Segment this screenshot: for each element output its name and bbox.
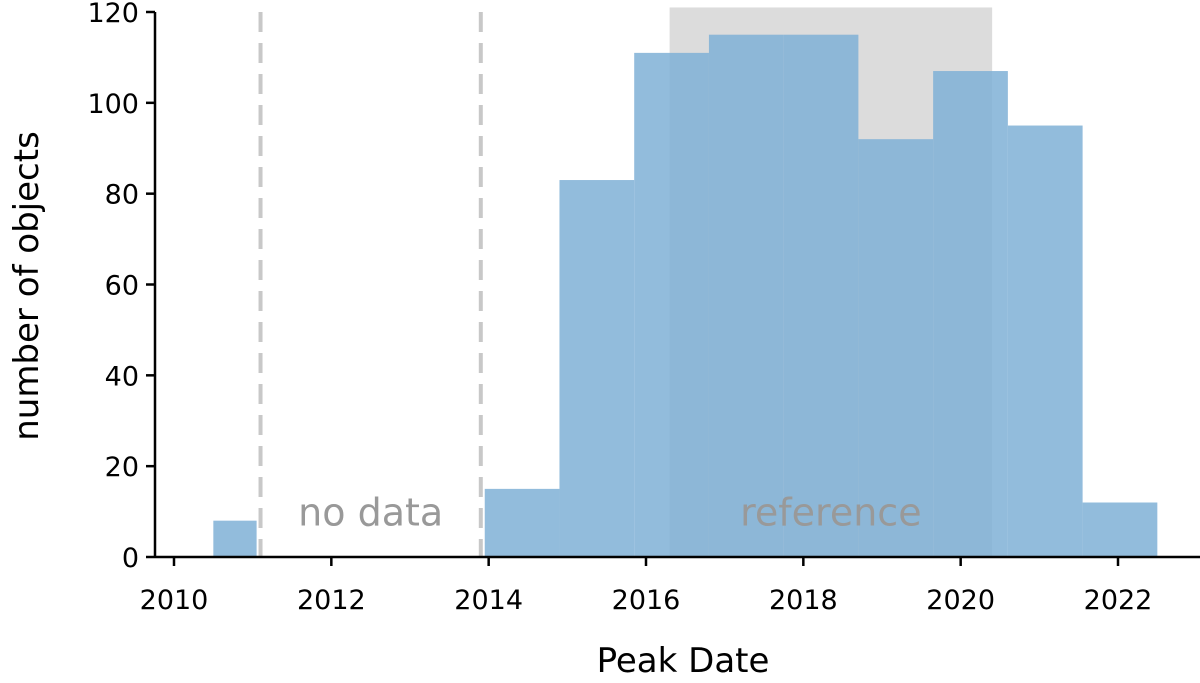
histogram-bar (484, 488, 560, 557)
x-tick-label: 2016 (612, 585, 681, 616)
x-tick-label: 2022 (1084, 585, 1153, 616)
no-data-label: no data (298, 491, 443, 535)
y-tick-label: 20 (105, 452, 139, 483)
histogram-bar (1007, 125, 1083, 558)
x-tick-label: 2010 (140, 585, 209, 616)
y-tick-label: 0 (122, 543, 139, 574)
histogram-bar (783, 34, 859, 558)
histogram-bar (213, 520, 257, 557)
histogram-bar (708, 34, 784, 558)
histogram-bar (634, 52, 709, 557)
x-tick-label: 2018 (769, 585, 838, 616)
y-tick-label: 40 (105, 361, 139, 392)
histogram-bar (559, 180, 635, 557)
x-tick-label: 2012 (297, 585, 366, 616)
y-tick-label: 80 (105, 180, 139, 211)
y-tick-label: 60 (105, 271, 139, 302)
histogram-bar (933, 71, 1008, 558)
reference-label: reference (740, 491, 921, 535)
y-tick-label: 120 (87, 0, 139, 29)
x-axis-title: Peak Date (597, 641, 770, 681)
x-tick-label: 2020 (926, 585, 995, 616)
y-tick-label: 100 (87, 89, 139, 120)
x-tick-label: 2014 (454, 585, 523, 616)
histogram-bar (858, 139, 934, 557)
histogram-bar (1082, 502, 1158, 557)
y-axis-title: number of objects (7, 131, 47, 441)
